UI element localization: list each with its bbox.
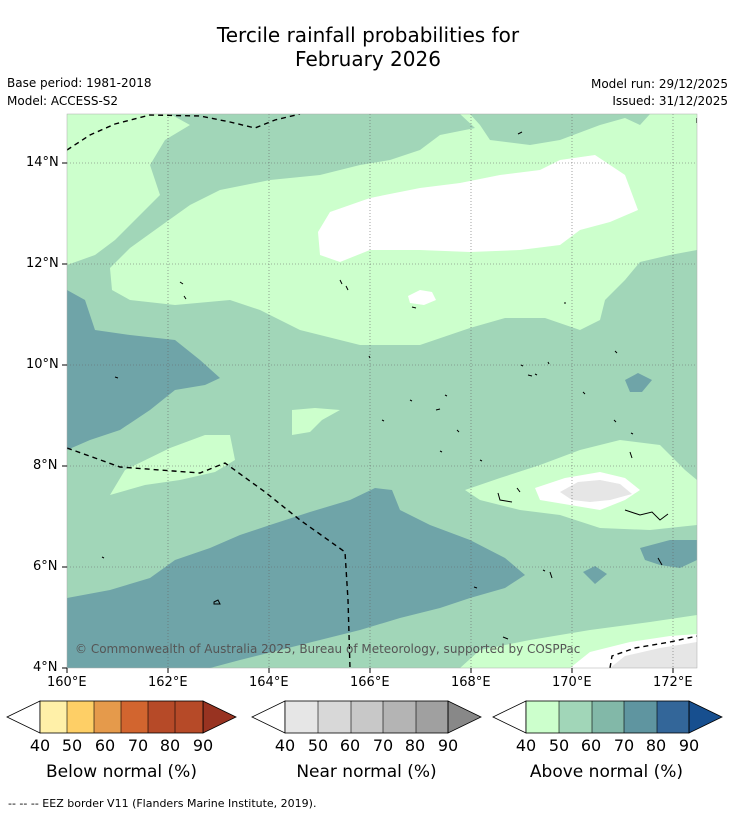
- model-run-text: Model run: 29/12/2025: [590, 77, 728, 91]
- islands: [101, 131, 669, 640]
- colorbar-below-normal: [6, 700, 237, 734]
- above-40-region-northwest: [67, 114, 190, 265]
- issued-text: Issued: 31/12/2025: [612, 94, 728, 108]
- above-60-region-southeast: [640, 540, 697, 568]
- model-text: Model: ACCESS-S2: [7, 94, 119, 108]
- lon-label-162e: 162°E: [148, 675, 188, 690]
- above-40-region-central: [292, 408, 340, 435]
- eez-footer-note: -- -- -- EEZ border V11 (Flanders Marine…: [8, 797, 317, 810]
- below-tick-50: 50: [61, 736, 83, 755]
- above-tick-80: 80: [645, 736, 667, 755]
- above-60-region-southeast-small: [583, 566, 607, 584]
- base-period-text: Base period: 1981-2018: [7, 76, 152, 90]
- near-40-region-southeast: [610, 642, 697, 668]
- copyright-text: © Commonwealth of Australia 2025, Bureau…: [75, 642, 580, 656]
- near-tick-70: 70: [372, 736, 394, 755]
- above-60-region-west: [67, 290, 220, 450]
- near-normal-label: Near normal (%): [296, 762, 437, 782]
- lat-label-4n: 4°N: [33, 660, 58, 675]
- above-tick-60: 60: [580, 736, 602, 755]
- lon-label-170e: 170°E: [552, 675, 592, 690]
- map-frame: [66, 113, 698, 669]
- gridlines: [67, 114, 697, 668]
- lat-label-10n: 10°N: [26, 357, 59, 372]
- above-tick-90: 90: [678, 736, 700, 755]
- lat-label-12n: 12°N: [26, 256, 59, 271]
- lat-label-14n: 14°N: [26, 155, 59, 170]
- near-40-region-east: [560, 480, 632, 502]
- lon-label-166e: 166°E: [350, 675, 390, 690]
- near-tick-80: 80: [404, 736, 426, 755]
- above-60-region-east-small: [625, 373, 652, 392]
- lon-label-168e: 168°E: [451, 675, 491, 690]
- lon-label-164e: 164°E: [249, 675, 289, 690]
- above-40-region-southwest: [110, 435, 235, 495]
- below-tick-40: 40: [29, 736, 51, 755]
- above-tick-50: 50: [548, 736, 570, 755]
- below-tick-90: 90: [192, 736, 214, 755]
- above-60-region-south: [67, 488, 525, 668]
- near-tick-50: 50: [307, 736, 329, 755]
- white-region-north: [318, 155, 638, 262]
- near-tick-40: 40: [274, 736, 296, 755]
- lon-label-160e: 160°E: [47, 675, 87, 690]
- above-normal-label: Above normal (%): [529, 762, 684, 782]
- colorbar-above-normal: [492, 700, 723, 734]
- axis-ticks: [62, 162, 674, 673]
- white-region-small: [408, 290, 436, 305]
- near-tick-60: 60: [339, 736, 361, 755]
- probability-field: © Commonwealth of Australia 2025, Bureau…: [67, 114, 697, 668]
- near-tick-90: 90: [437, 736, 459, 755]
- map-title-line1: Tercile rainfall probabilities for: [216, 23, 520, 47]
- above-tick-70: 70: [613, 736, 635, 755]
- lon-label-172e: 172°E: [653, 675, 693, 690]
- below-normal-label: Below normal (%): [46, 762, 197, 782]
- eez-borders: [67, 114, 697, 668]
- above-tick-40: 40: [515, 736, 537, 755]
- below-tick-70: 70: [127, 736, 149, 755]
- map-title-line2: February 2026: [295, 47, 441, 71]
- below-tick-80: 80: [159, 736, 181, 755]
- below-tick-60: 60: [94, 736, 116, 755]
- lat-label-6n: 6°N: [33, 559, 58, 574]
- lat-label-8n: 8°N: [33, 458, 58, 473]
- colorbar-near-normal: [251, 700, 482, 734]
